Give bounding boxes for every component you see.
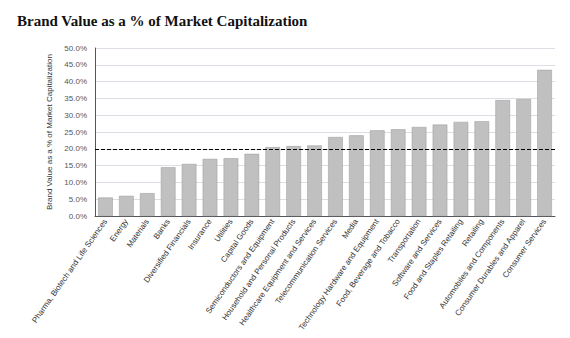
svg-text:5.0%: 5.0%: [69, 195, 87, 204]
svg-text:Household and Personal Product: Household and Personal Products: [220, 217, 298, 322]
svg-text:Banks: Banks: [152, 217, 172, 240]
svg-text:Energy: Energy: [108, 217, 130, 243]
svg-text:0.0%: 0.0%: [69, 212, 87, 221]
svg-text:Retailing: Retailing: [460, 217, 486, 249]
svg-text:20.0%: 20.0%: [64, 144, 87, 153]
svg-text:10.0%: 10.0%: [64, 178, 87, 187]
svg-text:Food, Beverage and Tobacco: Food, Beverage and Tobacco: [334, 217, 402, 309]
svg-text:15.0%: 15.0%: [64, 161, 87, 170]
svg-text:35.0%: 35.0%: [64, 94, 87, 103]
svg-text:Capital Goods: Capital Goods: [219, 217, 256, 265]
svg-text:Automobiles and Components: Automobiles and Components: [437, 217, 507, 311]
svg-text:Telecommunication Services: Telecommunication Services: [273, 217, 340, 306]
svg-text:Media: Media: [340, 217, 360, 240]
svg-text:Brand Value as a % of Market C: Brand Value as a % of Market Capitalizat…: [45, 54, 54, 210]
svg-text:Materials: Materials: [125, 217, 151, 249]
svg-text:Brand Value as a % of Market C: Brand Value as a % of Market Capitalizat…: [17, 13, 308, 29]
svg-text:Consumer Services: Consumer Services: [501, 217, 548, 279]
svg-text:30.0%: 30.0%: [64, 111, 87, 120]
svg-text:Insurance: Insurance: [186, 217, 214, 251]
svg-text:Software and Services: Software and Services: [390, 217, 444, 289]
svg-text:45.0%: 45.0%: [64, 60, 87, 69]
svg-text:Food and Staples Retailing: Food and Staples Retailing: [402, 217, 465, 302]
svg-text:Transportation: Transportation: [386, 217, 423, 265]
svg-text:25.0%: 25.0%: [64, 128, 87, 137]
svg-text:Utilities: Utilities: [212, 217, 234, 243]
svg-text:Semiconductors and Equipment: Semiconductors and Equipment: [204, 217, 277, 316]
svg-text:Diversified Financials: Diversified Financials: [142, 217, 193, 284]
svg-text:50.0%: 50.0%: [64, 44, 87, 53]
svg-text:40.0%: 40.0%: [64, 77, 87, 86]
svg-text:Healthcare Equipment and Servi: Healthcare Equipment and Services: [238, 217, 319, 327]
svg-text:Pharma, Biotech and Life Scien: Pharma, Biotech and Life Sciences: [30, 217, 109, 324]
svg-text:Technology Hardware and Equipm: Technology Hardware and Equipment: [297, 217, 381, 332]
svg-text:Consumer Durables and Apparel: Consumer Durables and Apparel: [453, 217, 528, 318]
